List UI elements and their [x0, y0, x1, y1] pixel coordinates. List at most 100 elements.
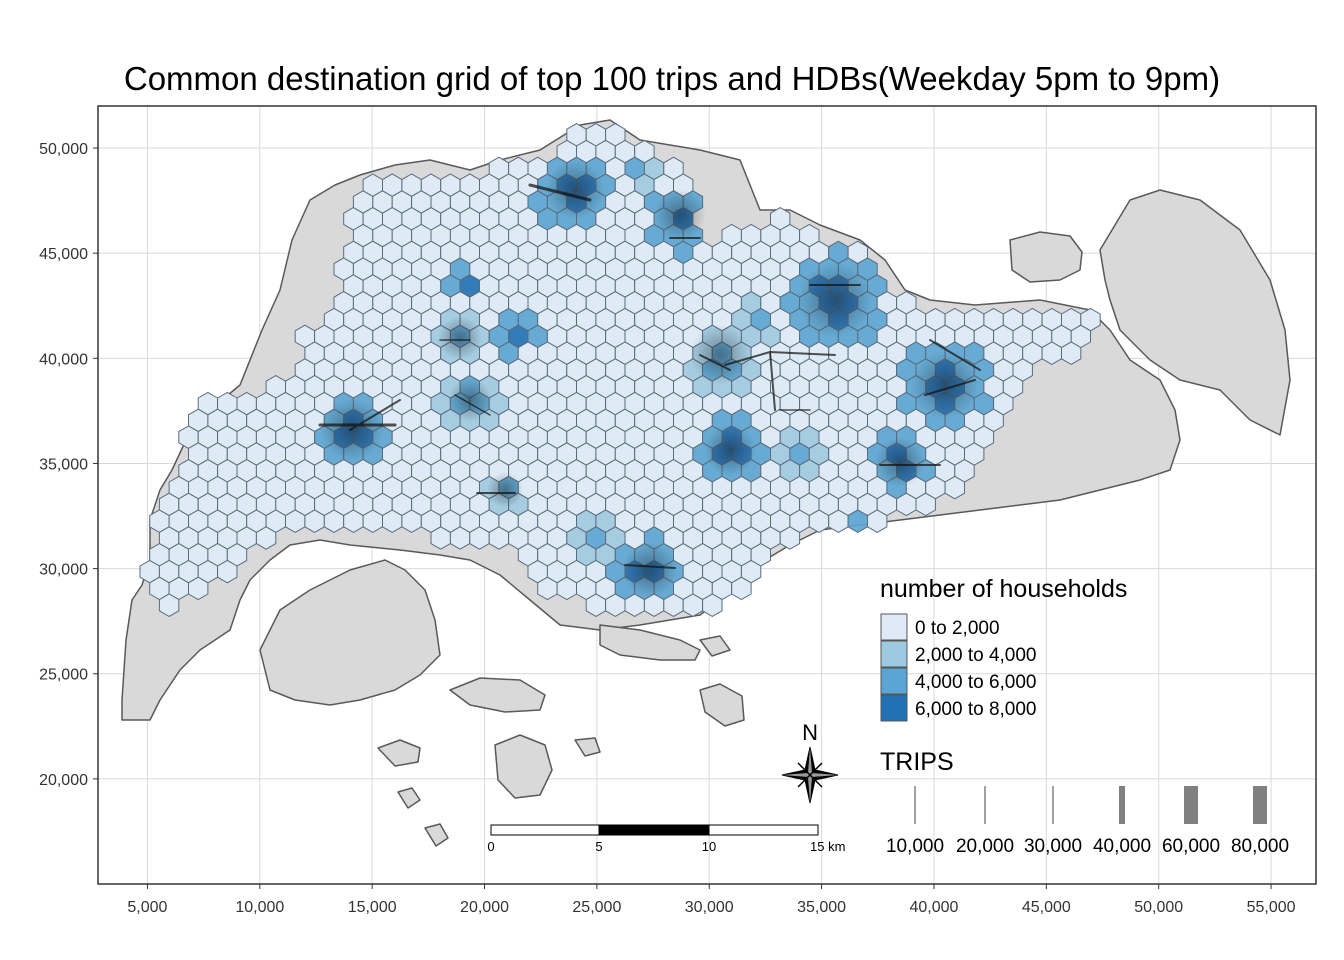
hex-cell [867, 509, 888, 533]
scale-segment [598, 824, 710, 836]
hex-cell [1041, 341, 1062, 365]
households-legend-label: 4,000 to 6,000 [915, 672, 1037, 693]
pulau-ubin [1009, 231, 1083, 283]
hex-cell [556, 576, 577, 601]
trips-legend-label: 10,000 [886, 836, 944, 857]
southern-island-8 [699, 635, 731, 657]
hex-cell [430, 526, 451, 550]
hex-cell [1061, 341, 1082, 365]
southern-island-1 [449, 677, 546, 713]
glow [545, 160, 605, 220]
hex-cell [343, 509, 364, 533]
hex-cell [469, 526, 490, 550]
glow [875, 437, 925, 487]
hex-cell [255, 526, 277, 550]
households-legend-label: 2,000 to 4,000 [915, 645, 1037, 666]
plot-border [97, 105, 1317, 885]
hex-cell [731, 576, 752, 601]
x-tick-label: 55,000 [1247, 899, 1296, 916]
hex-cell [663, 593, 684, 617]
southern-island-6 [574, 737, 601, 757]
hex-cell [158, 593, 180, 617]
trips-legend-label: 60,000 [1162, 836, 1220, 857]
hex-cell [382, 509, 403, 533]
trips-legend-label: 80,000 [1231, 836, 1289, 857]
hex-cell [323, 509, 345, 533]
hex-cell [702, 593, 723, 617]
hex-cell [779, 526, 801, 550]
southern-island-3 [377, 739, 421, 767]
southern-island-4 [397, 787, 421, 809]
sentosa [599, 624, 701, 661]
glow [704, 424, 756, 476]
hex-cell [304, 509, 325, 533]
hex-cell [188, 576, 209, 601]
north-arrow: N [781, 720, 839, 804]
scale-label-0: 0 [487, 839, 494, 854]
y-tick-label: 20,000 [39, 772, 88, 789]
x-tick-label: 35,000 [797, 899, 846, 916]
trip-density-glows [320, 160, 979, 598]
hex-cell [585, 593, 607, 617]
glow [911, 351, 979, 419]
north-arrow-label: N [802, 720, 818, 745]
hex-cell [537, 576, 558, 601]
glow [654, 189, 706, 241]
households-legend-swatch [880, 613, 908, 641]
north-arrow-diag [797, 762, 823, 788]
hex-cell [682, 593, 704, 617]
southern-island-2 [494, 734, 553, 799]
trips-legend-key [1184, 786, 1198, 824]
households-legend-swatch [880, 640, 908, 668]
trips-legend-label: 30,000 [1024, 836, 1082, 857]
hex-cell [488, 526, 510, 550]
households-legend: number of households 0 to 2,000 2,000 to … [880, 575, 1127, 722]
x-tick-label: 30,000 [685, 899, 734, 916]
glow [320, 398, 384, 462]
hex-cell [828, 509, 849, 533]
households-legend-swatch [880, 667, 908, 695]
southern-island-5 [424, 823, 449, 847]
y-tick-label: 25,000 [39, 667, 88, 684]
scale-segment [708, 824, 819, 836]
map-title: Common destination grid of top 100 trips… [124, 60, 1220, 97]
hex-cell [362, 509, 383, 533]
x-tick-label: 50,000 [1134, 899, 1183, 916]
glow [690, 325, 750, 385]
households-legend-swatch [880, 694, 908, 722]
hex-cell [605, 593, 626, 617]
y-tick-label: 35,000 [39, 456, 88, 473]
glow [487, 472, 523, 508]
hex-cell [896, 492, 917, 517]
y-tick-label: 40,000 [39, 351, 88, 368]
trips-legend-key [1119, 786, 1125, 824]
glow [448, 378, 492, 422]
hex-cell [915, 492, 936, 517]
glow [622, 542, 678, 598]
trips-legend: TRIPS 10,000 20,000 30,000 40,000 60,000 80,0… [880, 748, 1289, 857]
hex-cell [808, 509, 830, 533]
x-tick-label: 25,000 [572, 899, 621, 916]
trips-legend-key [984, 786, 986, 824]
pulau-tekong [1099, 189, 1291, 436]
x-tick-label: 15,000 [348, 899, 397, 916]
households-legend-label: 0 to 2,000 [915, 618, 1000, 639]
trips-legend-label: 40,000 [1093, 836, 1151, 857]
glow [438, 316, 482, 360]
trips-legend-key [914, 786, 916, 824]
y-tick-label: 50,000 [39, 141, 88, 158]
trips-legend-label: 20,000 [956, 836, 1014, 857]
y-tick-label: 45,000 [39, 246, 88, 263]
hex-cell [944, 475, 965, 500]
x-tick-label: 5,000 [127, 899, 167, 916]
y-tick-label: 30,000 [39, 562, 88, 579]
scale-segment [490, 824, 600, 836]
hex-cell [285, 509, 306, 533]
households-legend-label: 6,000 to 8,000 [915, 699, 1037, 720]
trips-legend-title: TRIPS [880, 748, 954, 776]
scale-bar: 0 5 10 15 km [487, 824, 845, 854]
x-axis: 5,000 10,000 15,000 20,000 25,000 30,000 35,00… [127, 884, 1296, 916]
x-tick-label: 45,000 [1022, 899, 1071, 916]
scale-label-5: 5 [595, 839, 602, 854]
